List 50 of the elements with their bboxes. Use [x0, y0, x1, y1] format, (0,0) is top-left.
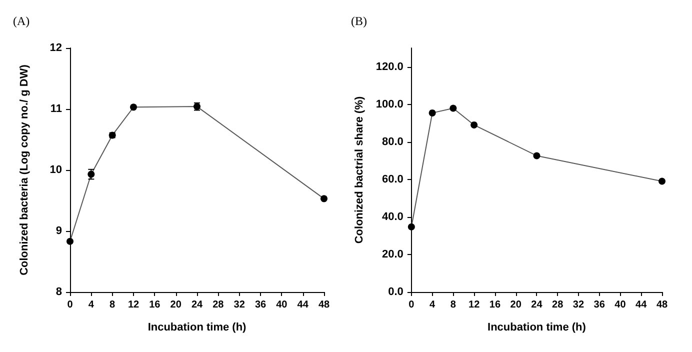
x-tick-label: 40 — [614, 300, 626, 310]
x-tick-label: 32 — [572, 300, 584, 310]
y-tick-label: 9 — [56, 225, 62, 237]
x-tick-label: 44 — [636, 300, 648, 310]
y-tick-label: 100.0 — [376, 98, 404, 110]
x-tick-label: 48 — [318, 300, 330, 310]
x-tick-label: 4 — [430, 300, 436, 310]
x-tick-label: 36 — [594, 300, 606, 310]
y-tick-label: 40.0 — [382, 210, 404, 223]
x-tick-label: 16 — [489, 300, 501, 310]
x-tick-label: 8 — [450, 300, 456, 310]
y-tick-label: 20.0 — [382, 248, 404, 260]
y-axis-title: Colonized bactrial share (%) — [354, 96, 366, 244]
x-tick-label: 24 — [191, 300, 203, 310]
point — [428, 109, 436, 116]
chart-title: (A) — [13, 14, 30, 28]
x-tick-label: 0 — [408, 300, 415, 310]
x-tick-label: 48 — [656, 300, 668, 310]
x-tick-label: 4 — [88, 300, 94, 310]
x-tick-label: 28 — [212, 300, 224, 310]
x-tick-label: 8 — [110, 300, 116, 310]
x-axis-title: Incubation time (h) — [488, 322, 586, 334]
point — [450, 104, 457, 112]
y-tick-label: 10 — [50, 164, 62, 176]
x-tick-label: 16 — [149, 300, 161, 310]
x-tick-label: 24 — [531, 300, 543, 310]
x-tick-label: 40 — [276, 300, 288, 310]
chart-title: (B) — [351, 14, 367, 28]
x-tick-label: 20 — [510, 300, 522, 310]
y-tick-label: 12 — [50, 42, 62, 54]
x-tick-label: 20 — [170, 300, 182, 310]
y-axis-title: Colonized bacteria (Log copy no./ g DW) — [18, 64, 30, 276]
y-tick-label: 60.0 — [382, 173, 404, 186]
y-tick-label: 0.0 — [388, 286, 404, 298]
y-tick-label: 11 — [50, 103, 62, 115]
x-tick-label: 32 — [234, 300, 246, 310]
x-tick-label: 12 — [128, 300, 140, 310]
y-tick-label: 120.0 — [376, 60, 404, 73]
x-tick-label: 0 — [67, 300, 74, 310]
x-tick-label: 28 — [552, 300, 564, 310]
x-axis-title: Incubation time (h) — [148, 322, 247, 334]
point — [408, 223, 415, 230]
point — [533, 152, 540, 160]
x-tick-label: 44 — [297, 300, 309, 310]
point — [470, 121, 478, 128]
y-tick-label: 80.0 — [382, 136, 404, 148]
x-tick-label: 36 — [254, 300, 266, 310]
point — [658, 178, 666, 185]
x-tick-label: 12 — [468, 300, 480, 310]
y-tick-label: 8 — [56, 286, 62, 298]
